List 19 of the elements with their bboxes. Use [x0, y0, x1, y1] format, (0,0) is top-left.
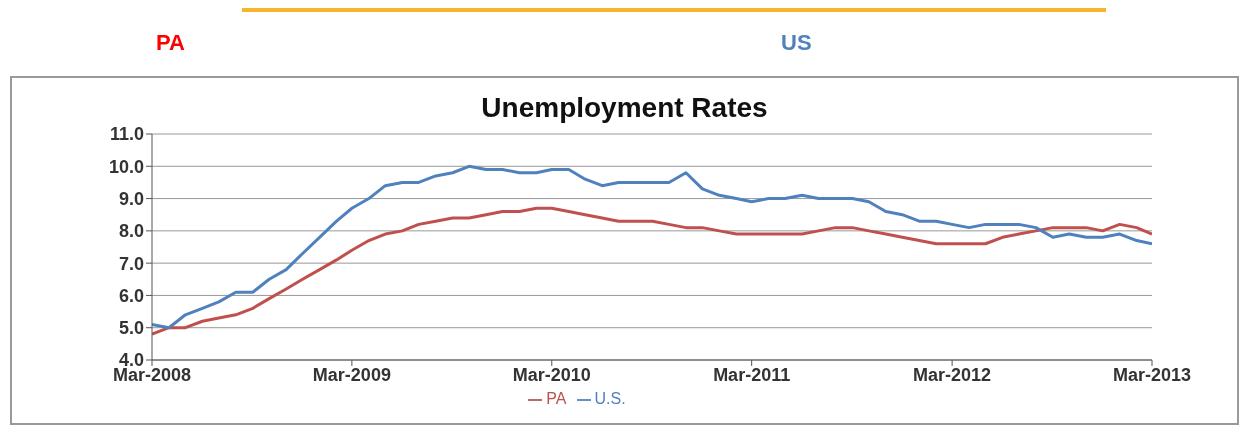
- line-series: [152, 164, 1152, 330]
- y-tick-label: 11.0: [109, 124, 144, 145]
- y-tick-label: 10.0: [108, 156, 144, 177]
- x-tick-label: Mar-2010: [512, 364, 591, 385]
- text: PA: [156, 30, 185, 56]
- y-tick-label: 6.0: [118, 285, 144, 306]
- y-tick-label: 8.0: [118, 221, 144, 242]
- line-series: [152, 206, 1152, 336]
- chart-title: Unemployment Rates: [480, 92, 769, 124]
- y-tick-label: 7.0: [118, 253, 144, 274]
- x-tick-label: Mar-2009: [312, 364, 391, 385]
- text: US: [781, 30, 812, 56]
- x-tick-label: Mar-2012: [913, 364, 992, 385]
- y-tick-label: 5.0: [118, 318, 144, 339]
- y-tick-label: 9.0: [118, 188, 144, 209]
- x-tick-label: Mar-2013: [1112, 364, 1192, 385]
- legend-label: PA: [546, 390, 567, 407]
- x-tick-label: Mar-2011: [713, 364, 791, 385]
- legend-label: U.S.: [594, 390, 626, 407]
